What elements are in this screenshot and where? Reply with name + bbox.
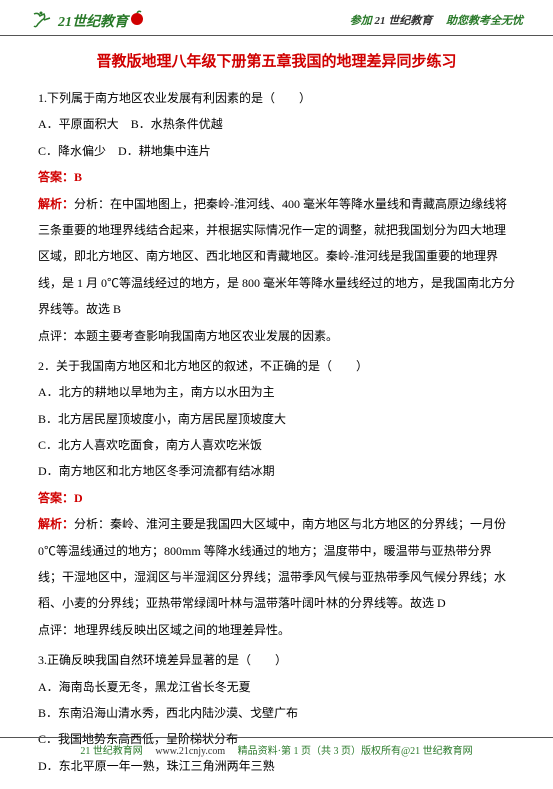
q2-ans: 答案：D <box>38 485 515 511</box>
page-title: 晋教版地理八年级下册第五章我国的地理差异同步练习 <box>38 50 515 71</box>
q2-ans-val: D <box>74 491 83 505</box>
q3-optA: A．海南岛长夏无冬，黑龙江省长冬无夏 <box>38 674 515 700</box>
q3-stem: 3.正确反映我国自然环境差异显著的是（ ） <box>38 647 515 673</box>
footer-a: 21 世纪教育网 <box>80 746 143 757</box>
q1-ana-text: 分析：在中国地图上，把秦岭-淮河线、400 毫米年等降水量线和青藏高原边缘线将三… <box>38 197 515 317</box>
footer-c: 精品资料·第 1 页（共 3 页）版权所有@21 世纪教育网 <box>238 746 473 757</box>
q2-optD: D．南方地区和北方地区冬季河流都有结冰期 <box>38 458 515 484</box>
q1-optA: A．平原面积大 <box>38 117 119 131</box>
apple-icon <box>128 8 146 26</box>
q1-ans-label: 答案： <box>38 170 74 184</box>
q1-ana: 解析：分析：在中国地图上，把秦岭-淮河线、400 毫米年等降水量线和青藏高原边缘… <box>38 191 515 323</box>
q2-ana: 解析：分析：秦岭、淮河主要是我国四大区域中，南方地区与北方地区的分界线；一月份 … <box>38 511 515 617</box>
logo-text-wrap: 21世纪教育 <box>58 8 146 31</box>
q1-optC: C．降水偏少 <box>38 144 106 158</box>
q2-ana-label: 解析： <box>38 517 74 531</box>
q1-row2: C．降水偏少 D．耕地集中连片 <box>38 138 515 164</box>
q2-optB: B．北方居民屋顶坡度小，南方居民屋顶坡度大 <box>38 406 515 432</box>
runner-icon <box>30 10 54 30</box>
logo-num: 21 <box>58 15 72 30</box>
q1-optD: D．耕地集中连片 <box>118 144 211 158</box>
q1-ans: 答案：B <box>38 164 515 190</box>
q3-optB: B．东南沿海山清水秀，西北内陆沙漠、戈壁广布 <box>38 700 515 726</box>
footer-b: www.21cnjy.com <box>155 746 225 757</box>
q2-ana-text: 分析：秦岭、淮河主要是我国四大区域中，南方地区与北方地区的分界线；一月份 0℃等… <box>38 517 506 610</box>
q2-stem: 2．关于我国南方地区和北方地区的叙述，不正确的是（ ） <box>38 353 515 379</box>
q1-comment: 点评：本题主要考查影响我国南方地区农业发展的因素。 <box>38 323 515 349</box>
q1-ans-val: B <box>74 170 82 184</box>
page-header: 21世纪教育 参加 21 世纪教育 助您教考全无忧 <box>0 0 553 36</box>
hr-a: 参加 <box>350 15 372 27</box>
q2-comment: 点评：地理界线反映出区域之间的地理差异性。 <box>38 617 515 643</box>
logo-text: 世纪教育 <box>72 15 128 30</box>
header-right: 参加 21 世纪教育 助您教考全无忧 <box>350 12 523 28</box>
q2-optA: A．北方的耕地以旱地为主，南方以水田为主 <box>38 379 515 405</box>
hr-c: 助您教考全无忧 <box>446 15 523 27</box>
q1-row1: A．平原面积大 B．水热条件优越 <box>38 111 515 137</box>
q2-optC: C．北方人喜欢吃面食，南方人喜欢吃米饭 <box>38 432 515 458</box>
q2-ans-label: 答案： <box>38 491 74 505</box>
content: 晋教版地理八年级下册第五章我国的地理差异同步练习 1.下列属于南方地区农业发展有… <box>0 36 553 789</box>
q1-ana-label: 解析： <box>38 197 74 211</box>
page-footer: 21 世纪教育网 www.21cnjy.com 精品资料·第 1 页（共 3 页… <box>0 737 553 757</box>
hr-b: 21 世纪教育 <box>375 15 433 27</box>
logo-area: 21世纪教育 <box>30 8 146 31</box>
q1-optB: B．水热条件优越 <box>131 117 223 131</box>
q1-stem: 1.下列属于南方地区农业发展有利因素的是（ ） <box>38 85 515 111</box>
